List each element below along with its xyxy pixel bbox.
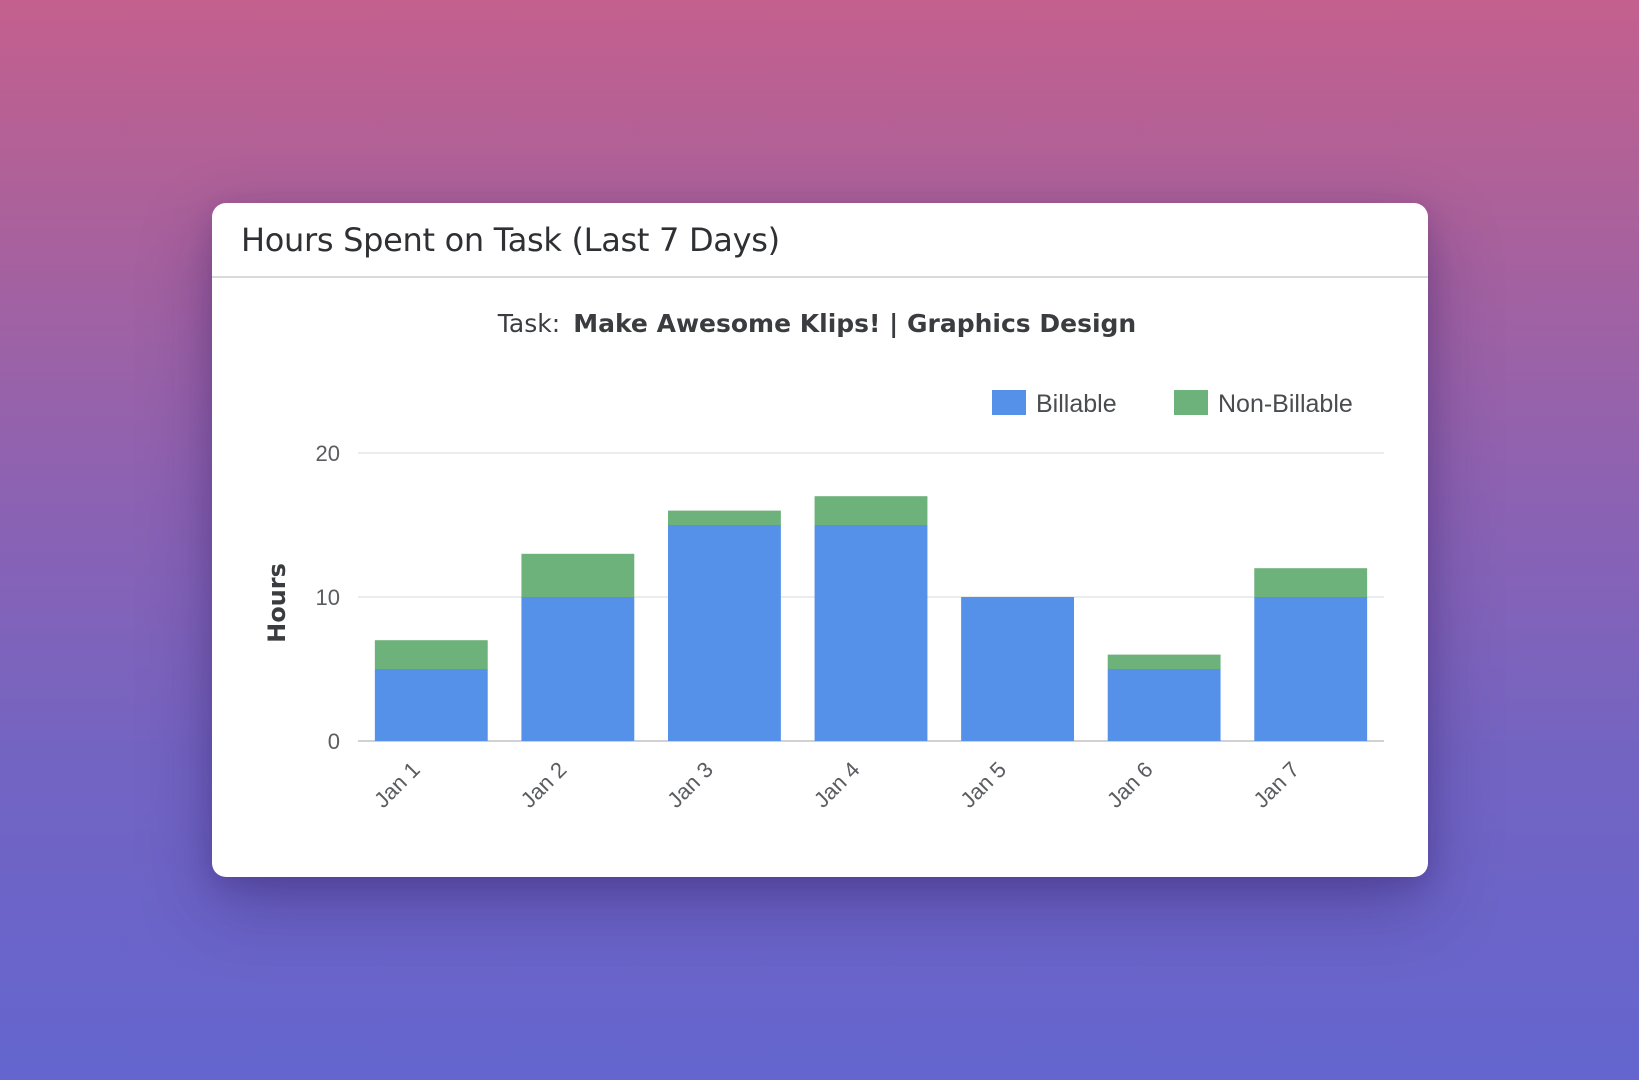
- bar-non-billable: [1107, 654, 1221, 669]
- bar-billable: [667, 525, 781, 741]
- y-tick-label: 20: [316, 441, 340, 466]
- bar-non-billable: [1254, 568, 1368, 597]
- subtitle-prefix: Task:: [497, 309, 560, 338]
- chart: Task: Make Awesome Klips! | Graphics Des…: [263, 309, 1384, 813]
- bar-billable: [374, 669, 488, 741]
- y-axis: 0 10 20: [316, 441, 340, 754]
- x-tick-label: Jan 2: [516, 757, 572, 813]
- bar-non-billable: [667, 510, 781, 525]
- bar-billable: [814, 525, 928, 741]
- x-tick-label: Jan 1: [369, 757, 425, 813]
- legend-label: Billable: [1036, 390, 1117, 418]
- legend-label: Non-Billable: [1218, 390, 1353, 418]
- card-title: Hours Spent on Task (Last 7 Days): [241, 220, 780, 259]
- bar-billable: [1107, 669, 1221, 741]
- chart-card: Hours Spent on Task (Last 7 Days) Task: …: [212, 203, 1428, 877]
- chart-legend: Billable Non-Billable: [992, 390, 1353, 418]
- legend-swatch: [992, 390, 1026, 415]
- subtitle-task-name: Make Awesome Klips! | Graphics Design: [573, 309, 1136, 338]
- bar-billable: [1254, 597, 1368, 741]
- bar-billable: [521, 597, 635, 741]
- chart-subtitle: Task: Make Awesome Klips! | Graphics Des…: [497, 309, 1136, 338]
- bar-non-billable: [814, 496, 928, 525]
- bar-non-billable: [374, 640, 488, 669]
- bars: [374, 496, 1368, 741]
- x-tick-label: Jan 4: [809, 757, 865, 813]
- y-axis-label: Hours: [263, 563, 291, 643]
- x-tick-label: Jan 5: [955, 757, 1011, 813]
- bar-billable: [961, 597, 1075, 741]
- x-tick-label: Jan 3: [662, 757, 718, 813]
- x-axis: Jan 1 Jan 2 Jan 3 Jan 4 Jan 5 Jan 6 Jan 7: [369, 757, 1304, 813]
- bar-non-billable: [521, 553, 635, 597]
- y-tick-label: 0: [328, 729, 340, 754]
- y-tick-label: 10: [316, 585, 340, 610]
- legend-swatch: [1174, 390, 1208, 415]
- card-header: Hours Spent on Task (Last 7 Days): [212, 203, 1428, 278]
- x-tick-label: Jan 7: [1249, 757, 1305, 813]
- x-tick-label: Jan 6: [1102, 757, 1158, 813]
